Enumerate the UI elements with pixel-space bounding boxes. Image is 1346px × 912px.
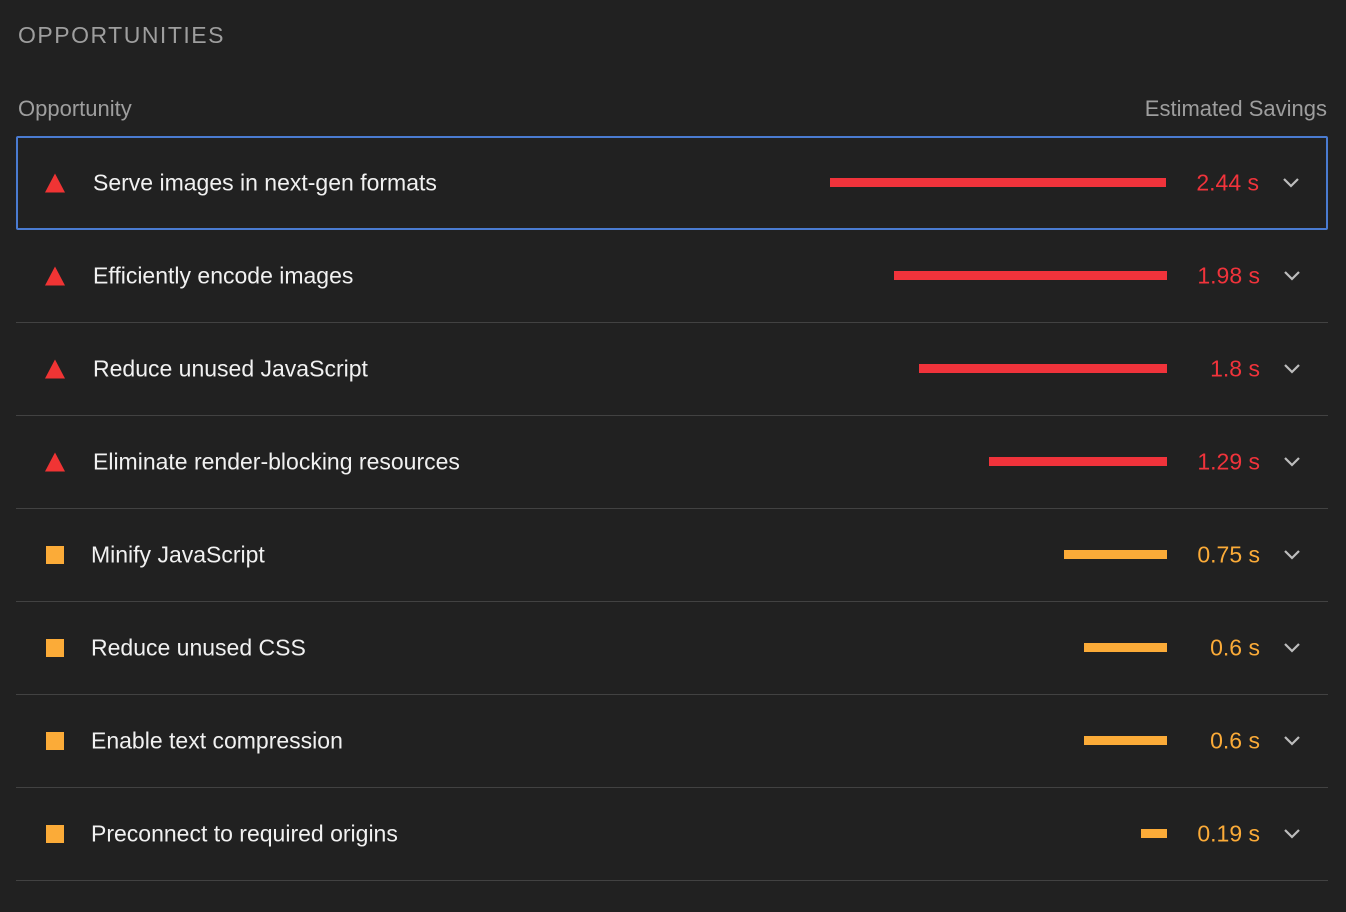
chevron-down-icon[interactable] xyxy=(1283,642,1301,654)
savings-value: 0.6 s xyxy=(1210,634,1260,661)
red-triangle-icon xyxy=(45,359,65,379)
savings-value: 1.8 s xyxy=(1210,355,1260,382)
savings-bar xyxy=(919,364,1167,373)
chevron-down-icon[interactable] xyxy=(1282,177,1300,189)
opportunity-row[interactable]: Preconnect to required origins 0.19 s xyxy=(16,788,1328,881)
section-title: OPPORTUNITIES xyxy=(18,22,225,48)
chevron-down-icon[interactable] xyxy=(1283,828,1301,840)
column-headers: Opportunity Estimated Savings xyxy=(18,96,1327,124)
savings-bar xyxy=(1064,550,1167,559)
opportunity-row[interactable]: Enable text compression 0.6 s xyxy=(16,695,1328,788)
opportunity-title: Eliminate render-blocking resources xyxy=(93,448,460,475)
chevron-down-icon[interactable] xyxy=(1283,363,1301,375)
opportunity-row[interactable]: Reduce unused CSS 0.6 s xyxy=(16,602,1328,695)
opportunity-row[interactable]: Eliminate render-blocking resources 1.29… xyxy=(16,416,1328,509)
savings-value: 0.19 s xyxy=(1197,820,1260,847)
red-triangle-icon xyxy=(45,266,65,286)
chevron-down-icon[interactable] xyxy=(1283,735,1301,747)
chevron-down-icon[interactable] xyxy=(1283,456,1301,468)
savings-bar xyxy=(1141,829,1167,838)
chevron-down-icon[interactable] xyxy=(1283,549,1301,561)
orange-square-icon xyxy=(46,732,64,750)
opportunity-title: Preconnect to required origins xyxy=(91,820,398,847)
orange-square-icon xyxy=(46,546,64,564)
estimated-savings-column-header: Estimated Savings xyxy=(1144,96,1327,121)
opportunity-title: Reduce unused JavaScript xyxy=(93,355,368,382)
opportunity-title: Efficiently encode images xyxy=(93,262,354,289)
savings-value: 1.98 s xyxy=(1197,262,1260,289)
savings-value: 0.6 s xyxy=(1210,727,1260,754)
opportunity-column-header: Opportunity xyxy=(18,96,132,121)
red-triangle-icon xyxy=(45,452,65,472)
savings-bar xyxy=(989,457,1167,466)
opportunity-row[interactable]: Reduce unused JavaScript 1.8 s xyxy=(16,323,1328,416)
savings-bar xyxy=(894,271,1167,280)
opportunity-row[interactable]: Minify JavaScript 0.75 s xyxy=(16,509,1328,602)
opportunity-title: Minify JavaScript xyxy=(91,541,265,568)
red-triangle-icon xyxy=(45,173,65,193)
savings-bar xyxy=(1084,736,1167,745)
chevron-down-icon[interactable] xyxy=(1283,270,1301,282)
opportunity-title: Reduce unused CSS xyxy=(91,634,306,661)
savings-bar xyxy=(830,178,1166,187)
opportunity-title: Serve images in next-gen formats xyxy=(93,169,437,196)
savings-value: 0.75 s xyxy=(1197,541,1260,568)
opportunity-row[interactable]: Serve images in next-gen formats 2.44 s xyxy=(16,136,1328,230)
orange-square-icon xyxy=(46,639,64,657)
savings-value: 1.29 s xyxy=(1197,448,1260,475)
opportunity-title: Enable text compression xyxy=(91,727,343,754)
savings-bar xyxy=(1084,643,1167,652)
savings-value: 2.44 s xyxy=(1196,169,1259,196)
orange-square-icon xyxy=(46,825,64,843)
opportunity-row[interactable]: Efficiently encode images 1.98 s xyxy=(16,230,1328,323)
opportunity-list: Serve images in next-gen formats 2.44 s … xyxy=(16,136,1328,881)
